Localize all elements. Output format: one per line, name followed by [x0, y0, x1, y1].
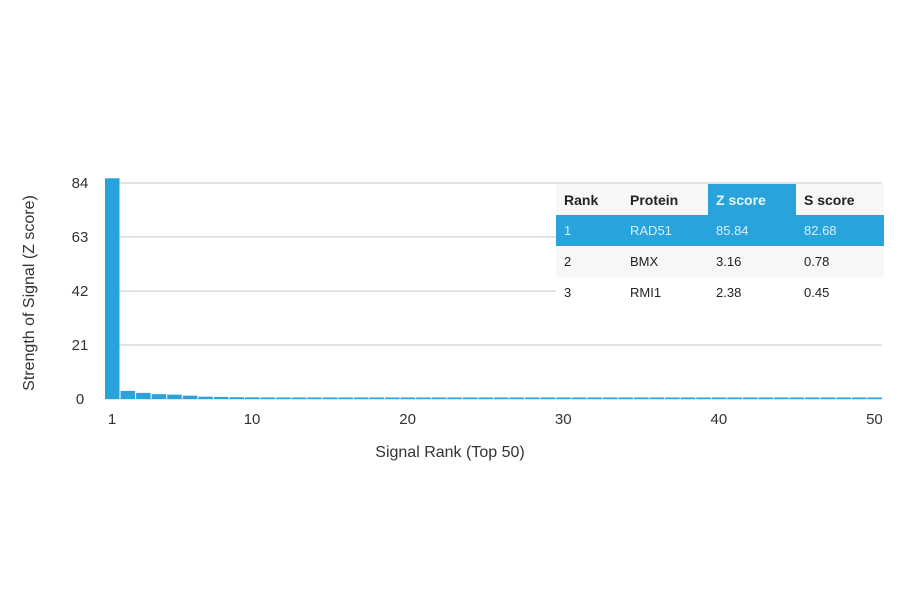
y-tick-label: 21	[72, 337, 89, 354]
bar-rank-9	[229, 397, 244, 399]
bar-rank-38	[680, 397, 696, 399]
bar-rank-10	[245, 397, 260, 399]
bar-rank-30	[556, 397, 571, 399]
cell-protein: RMI1	[622, 277, 708, 308]
bar-rank-5	[167, 394, 182, 399]
bar-rank-2	[120, 390, 136, 399]
bar-rank-34	[618, 397, 633, 399]
x-tick-label: 1	[108, 411, 116, 428]
bar-rank-26	[494, 397, 509, 399]
cell-s-score: 0.45	[796, 277, 884, 308]
bar-rank-46	[805, 397, 820, 399]
bar-rank-48	[836, 397, 851, 399]
bar-rank-28	[525, 397, 540, 399]
bar-rank-31	[571, 397, 587, 399]
bar-rank-12	[276, 397, 291, 399]
x-tick-label: 20	[399, 411, 416, 428]
y-tick-label: 0	[76, 391, 84, 408]
x-tick-label: 40	[710, 411, 727, 428]
bar-rank-29	[540, 397, 556, 399]
bar-rank-40	[711, 397, 727, 399]
header-z-score: Z score	[708, 184, 796, 215]
bar-rank-20	[400, 397, 416, 399]
bar-rank-37	[665, 397, 680, 399]
cell-protein: RAD51	[622, 215, 708, 246]
y-tick-label: 84	[72, 175, 89, 192]
bar-rank-25	[478, 397, 493, 399]
bar-rank-33	[602, 397, 618, 399]
cell-s-score: 0.78	[796, 246, 884, 277]
bar-rank-19	[385, 397, 400, 399]
header-s-score: S score	[796, 184, 884, 215]
top-proteins-table: Rank Protein Z score S score 1 RAD51 85.…	[556, 184, 884, 308]
bar-rank-43	[758, 397, 774, 399]
bar-rank-44	[774, 397, 789, 399]
cell-rank: 1	[556, 215, 622, 246]
bar-rank-7	[198, 396, 213, 399]
cell-rank: 2	[556, 246, 622, 277]
header-protein: Protein	[622, 184, 708, 215]
x-tick-label: 10	[244, 411, 261, 428]
cell-z-score: 3.16	[708, 246, 796, 277]
bar-rank-50	[867, 397, 882, 399]
x-tick-label: 50	[866, 411, 883, 428]
bar-rank-14	[307, 397, 322, 399]
bar-rank-42	[742, 397, 758, 399]
x-axis-label: Signal Rank (Top 50)	[375, 444, 524, 461]
cell-z-score: 85.84	[708, 215, 796, 246]
bar-rank-23	[447, 397, 462, 399]
bar-rank-47	[820, 397, 836, 399]
table-row: 1 RAD51 85.84 82.68	[556, 215, 884, 246]
header-rank: Rank	[556, 184, 622, 215]
bar-rank-35	[634, 397, 649, 399]
bar-rank-24	[462, 397, 478, 399]
table-row: 2 BMX 3.16 0.78	[556, 246, 884, 277]
bar-rank-49	[851, 397, 867, 399]
bar-rank-3	[136, 392, 151, 399]
bar-rank-21	[416, 397, 431, 399]
bar-rank-41	[727, 397, 742, 399]
table-row: 3 RMI1 2.38 0.45	[556, 277, 884, 308]
bar-rank-45	[789, 397, 805, 399]
bar-rank-4	[151, 394, 167, 399]
bar-rank-32	[587, 397, 602, 399]
x-tick-label: 30	[555, 411, 572, 428]
bar-rank-6	[182, 395, 198, 399]
bar-rank-27	[509, 397, 525, 399]
bar-rank-13	[291, 397, 307, 399]
bar-rank-16	[338, 397, 353, 399]
bar-rank-11	[260, 397, 276, 399]
bar-rank-36	[649, 397, 665, 399]
table-header-row: Rank Protein Z score S score	[556, 184, 884, 215]
y-tick-label: 63	[72, 229, 89, 246]
cell-rank: 3	[556, 277, 622, 308]
bar-rank-18	[369, 397, 385, 399]
cell-protein: BMX	[622, 246, 708, 277]
bar-rank-22	[431, 397, 447, 399]
bar-rank-8	[213, 396, 229, 399]
bar-rank-17	[353, 397, 369, 399]
bar-rank-1	[105, 178, 120, 399]
y-tick-label: 42	[72, 283, 89, 300]
cell-z-score: 2.38	[708, 277, 796, 308]
bar-rank-39	[696, 397, 711, 399]
y-axis-label: Strength of Signal (Z score)	[21, 195, 38, 391]
cell-s-score: 82.68	[796, 215, 884, 246]
bar-rank-15	[322, 397, 338, 399]
